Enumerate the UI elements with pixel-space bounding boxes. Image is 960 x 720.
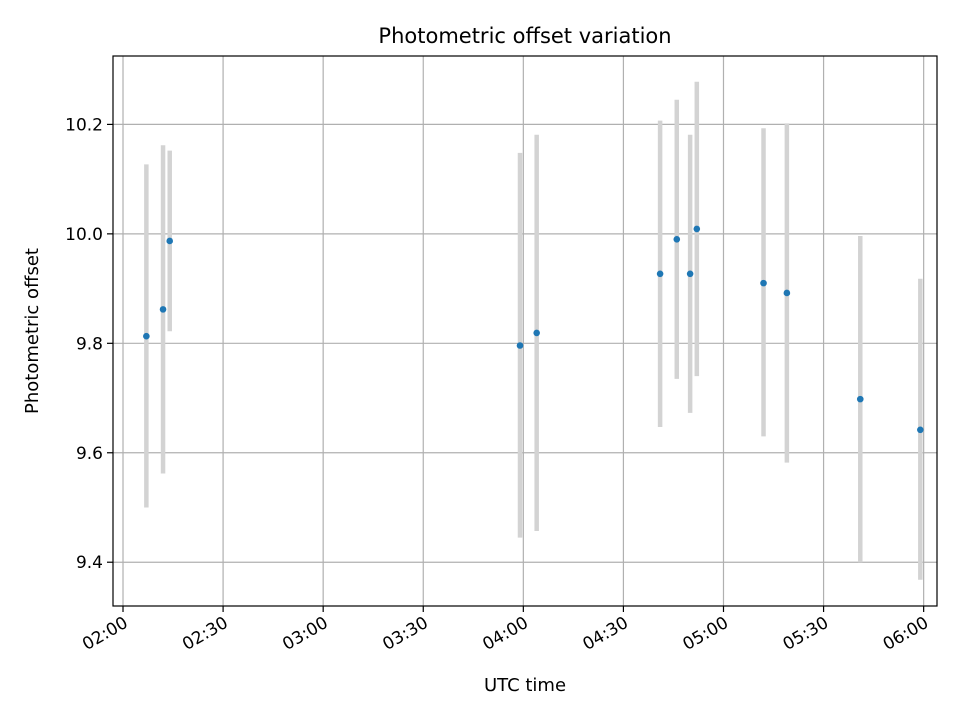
data-point bbox=[693, 225, 701, 233]
grid bbox=[113, 56, 937, 606]
data-point bbox=[917, 426, 924, 434]
data-points bbox=[143, 225, 924, 434]
data-point bbox=[783, 289, 791, 297]
y-tick-label: 9.8 bbox=[76, 334, 103, 354]
data-point bbox=[516, 342, 524, 349]
data-point bbox=[533, 329, 540, 337]
x-axis-title: UTC time bbox=[484, 675, 566, 696]
data-point bbox=[143, 332, 150, 340]
chart-title: Photometric offset variation bbox=[378, 24, 671, 48]
y-tick-label: 9.6 bbox=[76, 444, 103, 464]
data-point bbox=[159, 306, 167, 313]
data-point bbox=[656, 270, 664, 278]
y-tick-label: 10.2 bbox=[65, 115, 103, 135]
data-point bbox=[760, 279, 767, 287]
data-point bbox=[686, 270, 694, 278]
plot-frame bbox=[112, 55, 938, 607]
y-axis-title: Photometric offset bbox=[22, 248, 43, 414]
data-point bbox=[673, 236, 681, 243]
y-tick-label: 10.0 bbox=[65, 225, 103, 245]
data-point bbox=[856, 395, 864, 403]
y-axis-ticks: 9.4 9.6 9.8 10.0 10.2 bbox=[65, 115, 113, 573]
y-tick-label: 9.4 bbox=[76, 553, 103, 573]
data-point bbox=[166, 237, 174, 245]
